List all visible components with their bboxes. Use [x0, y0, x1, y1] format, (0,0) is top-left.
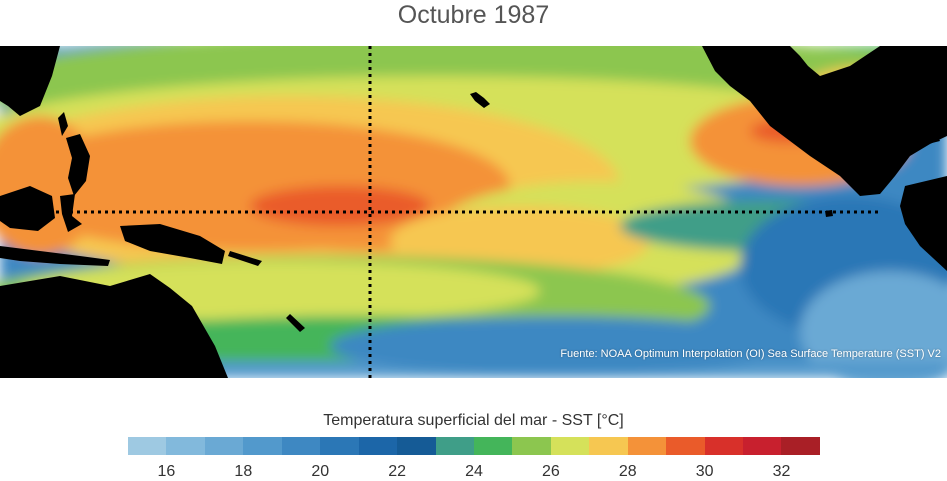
colorbar-swatch	[243, 437, 282, 455]
colorbar-label: Temperatura superficial del mar - SST [°…	[323, 412, 624, 429]
map-title: Octubre 1987	[397, 1, 550, 29]
colorbar-tick-label: 30	[695, 463, 714, 480]
sst-map	[0, 46, 947, 378]
colorbar-swatch	[473, 437, 513, 455]
south-america-land	[900, 176, 947, 271]
colorbar-tick-label: 26	[541, 463, 560, 480]
caribbean-land	[900, 131, 940, 146]
colorbar-swatch	[512, 437, 551, 455]
australia-land	[0, 274, 228, 378]
colorbar-tick-label: 22	[388, 463, 406, 480]
colorbar-swatch	[128, 437, 167, 455]
colorbar-swatch	[550, 437, 590, 455]
colorbar-swatch	[435, 437, 474, 455]
sst-band	[250, 186, 430, 226]
colorbar-tick-label: 18	[234, 463, 253, 480]
new-guinea-land	[120, 224, 225, 264]
colorbar-swatch	[666, 437, 705, 455]
colorbar-swatch	[281, 437, 321, 455]
source-note: Fuente: NOAA Optimum Interpolation (OI) …	[560, 348, 941, 360]
borneo-land	[0, 186, 55, 231]
colorbar-tick-label: 20	[311, 463, 330, 480]
taiwan-land	[58, 112, 68, 136]
colorbar-swatch	[397, 437, 436, 455]
colorbar-swatch	[781, 437, 820, 455]
colorbar-tick-label: 28	[618, 463, 637, 480]
colorbar-swatch	[627, 437, 667, 455]
colorbar-swatch	[743, 437, 782, 455]
solomon-land	[228, 251, 262, 266]
land	[0, 46, 947, 378]
colorbar-tick-label: 32	[772, 463, 791, 480]
sst-band	[390, 206, 650, 276]
new-caledonia-land	[286, 314, 305, 332]
colorbar-swatch	[358, 437, 398, 455]
colorbar-swatch	[320, 437, 359, 455]
sst-band	[330, 316, 790, 376]
colorbar	[128, 437, 820, 455]
north-america-land	[702, 46, 947, 196]
philippines-land	[66, 134, 90, 196]
asia-land	[0, 46, 60, 116]
colorbar-swatch	[704, 437, 743, 455]
colorbar-swatch	[204, 437, 244, 455]
sst-band	[800, 271, 947, 378]
colorbar-swatch	[166, 437, 205, 455]
hawaii-land	[470, 92, 490, 108]
indonesia-land	[0, 246, 110, 266]
colorbar-tick-label: 16	[157, 463, 176, 480]
colorbar-swatch	[589, 437, 628, 455]
colorbar-tick-label: 24	[465, 463, 483, 480]
